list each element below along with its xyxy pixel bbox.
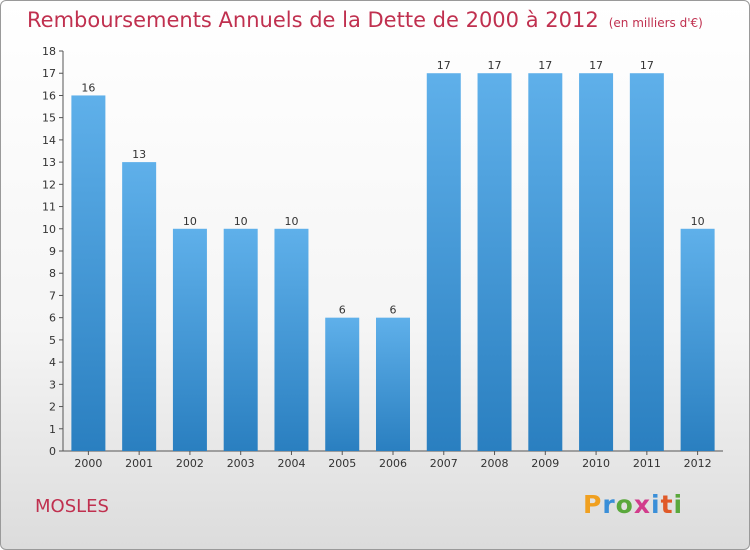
y-tick-label: 8 bbox=[49, 267, 56, 280]
y-tick-label: 5 bbox=[49, 334, 56, 347]
y-tick-label: 6 bbox=[49, 312, 56, 325]
y-tick-label: 0 bbox=[49, 445, 56, 458]
x-tick-label: 2011 bbox=[633, 457, 661, 470]
bar bbox=[376, 317, 410, 451]
y-tick-label: 13 bbox=[42, 156, 56, 169]
y-tick-label: 9 bbox=[49, 245, 56, 258]
y-tick-label: 18 bbox=[42, 45, 56, 58]
bar bbox=[71, 95, 106, 451]
bar bbox=[325, 317, 360, 451]
bar bbox=[528, 73, 563, 451]
chart-unit: (en milliers d'€) bbox=[608, 16, 703, 30]
y-tick-label: 3 bbox=[49, 378, 56, 391]
y-tick-label: 10 bbox=[42, 223, 56, 236]
y-tick-label: 14 bbox=[42, 134, 56, 147]
value-labels: 16 13 10 10 10 6 6 17 17 17 17 17 10 bbox=[81, 59, 704, 316]
x-tick-label: 2003 bbox=[227, 457, 255, 470]
bar bbox=[122, 162, 157, 451]
y-tick-label: 2 bbox=[49, 401, 56, 414]
y-tick-label: 11 bbox=[42, 201, 56, 214]
y-tick-label: 16 bbox=[42, 89, 56, 102]
data-label: 17 bbox=[538, 59, 552, 72]
x-tick-label: 2002 bbox=[176, 457, 204, 470]
bar bbox=[274, 228, 309, 451]
bar bbox=[629, 73, 664, 451]
commune-name: MOSLES bbox=[35, 496, 109, 517]
x-tick-label: 2009 bbox=[531, 457, 559, 470]
x-tick-label: 2012 bbox=[684, 457, 712, 470]
title-text: Remboursements Annuels de la Dette de 20… bbox=[27, 8, 599, 32]
y-tick-label: 1 bbox=[49, 423, 56, 436]
bar bbox=[223, 228, 258, 451]
data-label: 17 bbox=[589, 59, 603, 72]
data-label: 17 bbox=[640, 59, 654, 72]
x-tick-label: 2000 bbox=[74, 457, 102, 470]
data-label: 6 bbox=[339, 304, 346, 317]
x-tick-label: 2007 bbox=[430, 457, 458, 470]
data-label: 6 bbox=[390, 304, 397, 317]
data-label: 13 bbox=[132, 148, 146, 161]
chart-title: Remboursements Annuels de la Dette de 20… bbox=[27, 8, 703, 32]
data-label: 10 bbox=[284, 215, 298, 228]
data-label: 17 bbox=[437, 59, 451, 72]
y-tick-label: 15 bbox=[42, 112, 56, 125]
x-tick-label: 2008 bbox=[481, 457, 509, 470]
y-tick-label: 12 bbox=[42, 178, 56, 191]
x-tick-label: 2004 bbox=[277, 457, 305, 470]
data-label: 10 bbox=[234, 215, 248, 228]
bar bbox=[579, 73, 614, 451]
data-label: 17 bbox=[488, 59, 502, 72]
data-label: 10 bbox=[691, 215, 705, 228]
bar bbox=[477, 73, 512, 451]
y-tick-label: 17 bbox=[42, 67, 56, 80]
bar bbox=[426, 73, 461, 451]
y-tick-label: 7 bbox=[49, 289, 56, 302]
x-tick-label: 2001 bbox=[125, 457, 153, 470]
x-tick-label: 2005 bbox=[328, 457, 356, 470]
proxiti-logo: Proxiti bbox=[583, 490, 684, 519]
bars bbox=[71, 73, 715, 451]
bar bbox=[172, 228, 207, 451]
x-tick-label: 2006 bbox=[379, 457, 407, 470]
x-tick-label: 2010 bbox=[582, 457, 610, 470]
bar bbox=[680, 228, 715, 451]
y-tick-label: 4 bbox=[49, 356, 56, 369]
data-label: 10 bbox=[183, 215, 197, 228]
data-label: 16 bbox=[81, 81, 95, 94]
